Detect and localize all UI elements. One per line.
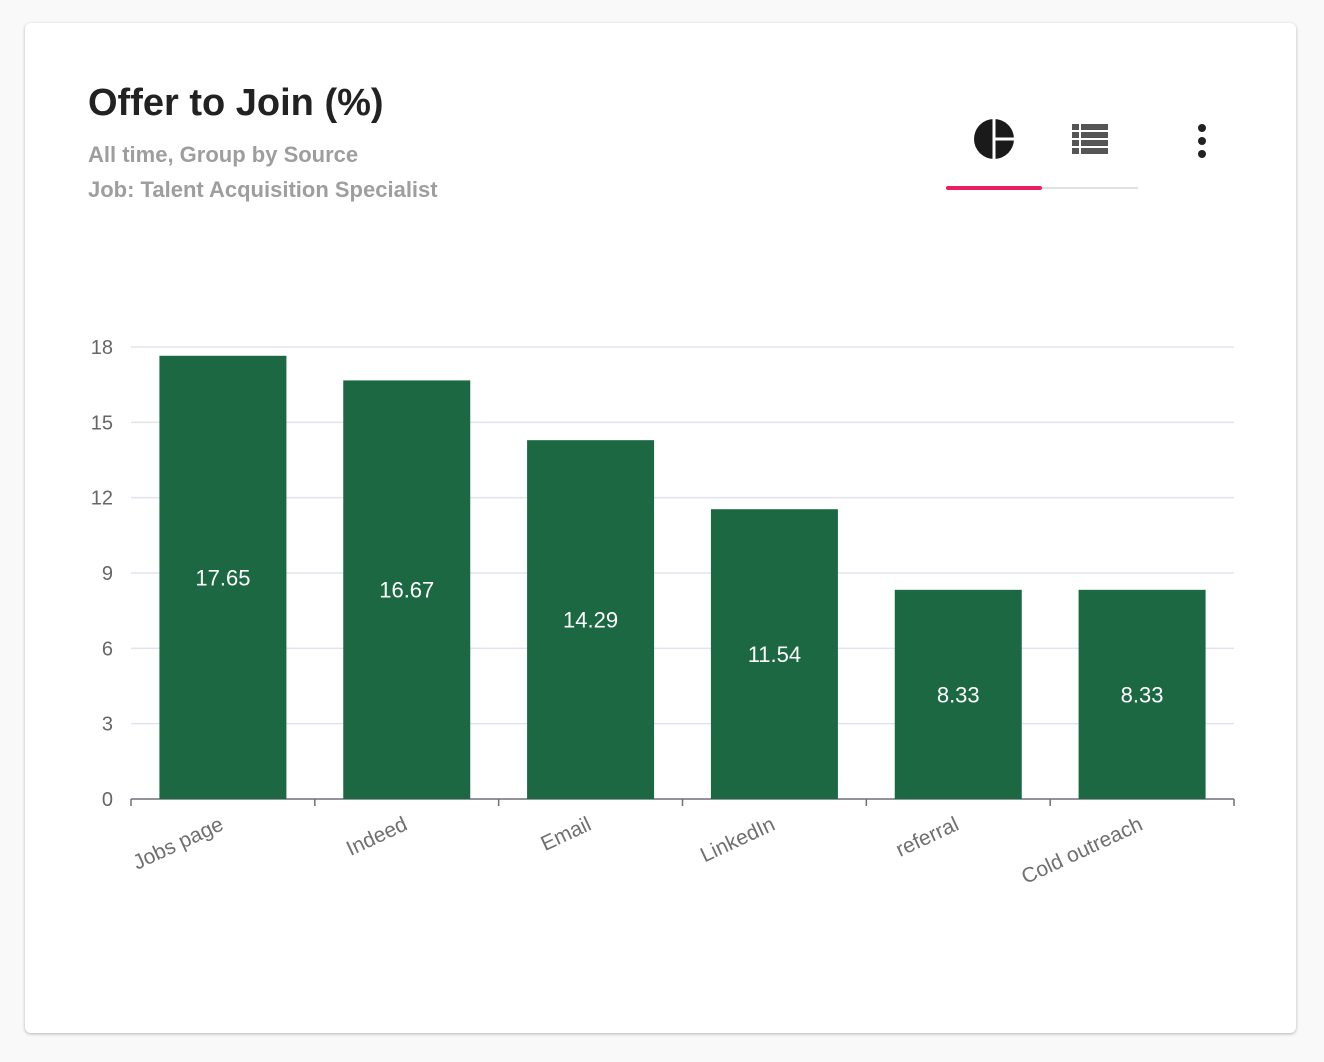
y-tick-label: 6	[102, 638, 113, 660]
category-label: referral	[892, 813, 962, 862]
bar-value-label: 8.33	[937, 682, 980, 707]
list-view-icon	[1072, 124, 1108, 154]
y-tick-label: 15	[91, 412, 113, 434]
bar-value-label: 11.54	[748, 642, 801, 667]
bar-value-label: 14.29	[563, 608, 618, 633]
bar	[1078, 589, 1206, 799]
category-label: Jobs page	[129, 813, 227, 875]
bar	[710, 509, 838, 799]
view-tabs	[946, 111, 1138, 190]
y-tick-label: 9	[102, 563, 113, 585]
pie-chart-icon	[974, 118, 1015, 160]
bar-chart: 0 3 6 9 12 15 18 17.65 Jobs page 16.67 Indeed 14.29…	[91, 337, 1235, 889]
bar	[527, 440, 655, 799]
card-subtitle-period: All time, Group by Source	[88, 142, 359, 167]
card-subtitle-job: Job: Talent Acquisition Specialist	[88, 177, 438, 202]
bar	[894, 589, 1022, 799]
card-title: Offer to Join (%)	[88, 82, 384, 124]
tab-chart-view[interactable]	[946, 111, 1042, 187]
more-vertical-icon	[1198, 124, 1206, 158]
category-label: LinkedIn	[697, 813, 779, 867]
y-tick-label: 18	[91, 337, 113, 359]
category-label: Cold outreach	[1018, 813, 1146, 889]
bar-value-label: 8.33	[1121, 682, 1164, 707]
tabs-divider	[946, 187, 1138, 189]
tab-list-view[interactable]	[1042, 111, 1138, 187]
bar-value-label: 17.65	[195, 565, 250, 590]
more-options-button[interactable]	[1183, 117, 1221, 165]
y-tick-label: 3	[102, 714, 113, 736]
bar	[159, 355, 287, 799]
active-tab-indicator	[946, 186, 1042, 190]
y-tick-label: 0	[102, 789, 113, 811]
bar-value-label: 16.67	[379, 578, 434, 603]
category-label: Email	[537, 813, 594, 856]
category-label: Indeed	[343, 813, 411, 861]
bar	[343, 380, 471, 799]
chart-card: Offer to Join (%) All time, Group by Sou…	[25, 23, 1296, 1033]
y-tick-label: 12	[91, 488, 113, 510]
